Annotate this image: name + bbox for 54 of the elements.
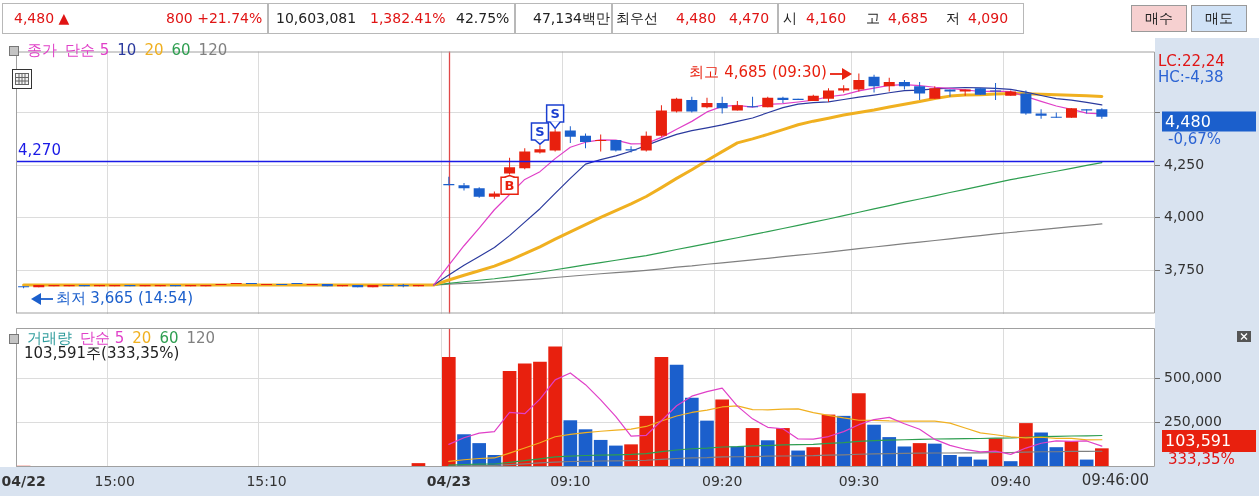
text: 단순 5 (80, 329, 125, 347)
x-tick-label: 04/23 (426, 473, 471, 490)
text: 60 (159, 329, 179, 347)
x-tick-label: 15:10 (246, 473, 287, 490)
text: 800 +21.74% (166, 9, 263, 27)
text: 4,470 (729, 9, 770, 27)
text: 20 (144, 41, 164, 60)
legend-title: 거래량 (27, 329, 72, 347)
text: 4,685 (888, 9, 929, 27)
text: LC:22,24 (1158, 51, 1225, 70)
text: 60 (171, 41, 191, 60)
text: 1,382.41% (370, 9, 446, 27)
ref-line-label: 4,270 (18, 140, 61, 159)
y-tick-label: 500,000 (1164, 369, 1222, 386)
y-tick-label: 3,750 (1164, 261, 1205, 277)
text: 저 (946, 9, 960, 27)
text: 10 (117, 41, 137, 60)
text: 20 (132, 329, 152, 347)
text: 42.75% (456, 9, 510, 27)
y-tick-label: 250,000 (1164, 413, 1222, 430)
data-label: B (504, 178, 515, 194)
annotation: 최저 3,665 (14:54) (55, 289, 194, 308)
x-tick-label: 09:30 (838, 473, 880, 490)
data-label: S (550, 105, 560, 121)
text: 09:46:00 (1081, 471, 1149, 490)
text: 4,480 (676, 9, 717, 27)
x-tick-label: 09:20 (702, 473, 743, 490)
text: 4,160 (806, 9, 847, 27)
text: 고 (866, 9, 880, 27)
legend-title: 종가 (27, 41, 57, 60)
x-tick-label: 15:00 (94, 473, 135, 490)
text: 10,603,081 (276, 9, 357, 27)
text: 4,480 (1165, 111, 1211, 131)
text: 120 (198, 41, 228, 60)
text: 시 (783, 9, 797, 27)
annotation: 최고 4,685 (09:30) (689, 63, 827, 82)
text: HC:-4,38 (1158, 67, 1224, 86)
text: -0,67% (1168, 129, 1222, 148)
y-tick-label: 4,000 (1164, 208, 1205, 225)
text: 4,480 ▲ (14, 9, 70, 27)
text: 333,35% (1168, 450, 1235, 469)
text: 120 (186, 329, 216, 348)
text: 4,090 (968, 9, 1009, 27)
text: 103,591 (1165, 431, 1232, 451)
button: 매수 (1131, 5, 1187, 32)
text: 단순 5 (65, 41, 110, 60)
data-label: S (535, 123, 545, 139)
text: 47,134백만 (533, 9, 610, 27)
text: 최우선 (616, 9, 658, 27)
button: 매도 (1191, 5, 1247, 32)
x-tick-label: 09:40 (990, 473, 1031, 490)
x-tick-label: 09:10 (550, 473, 591, 490)
x-tick-label: 04/22 (1, 473, 46, 490)
y-tick-label: 4,250 (1164, 155, 1205, 172)
